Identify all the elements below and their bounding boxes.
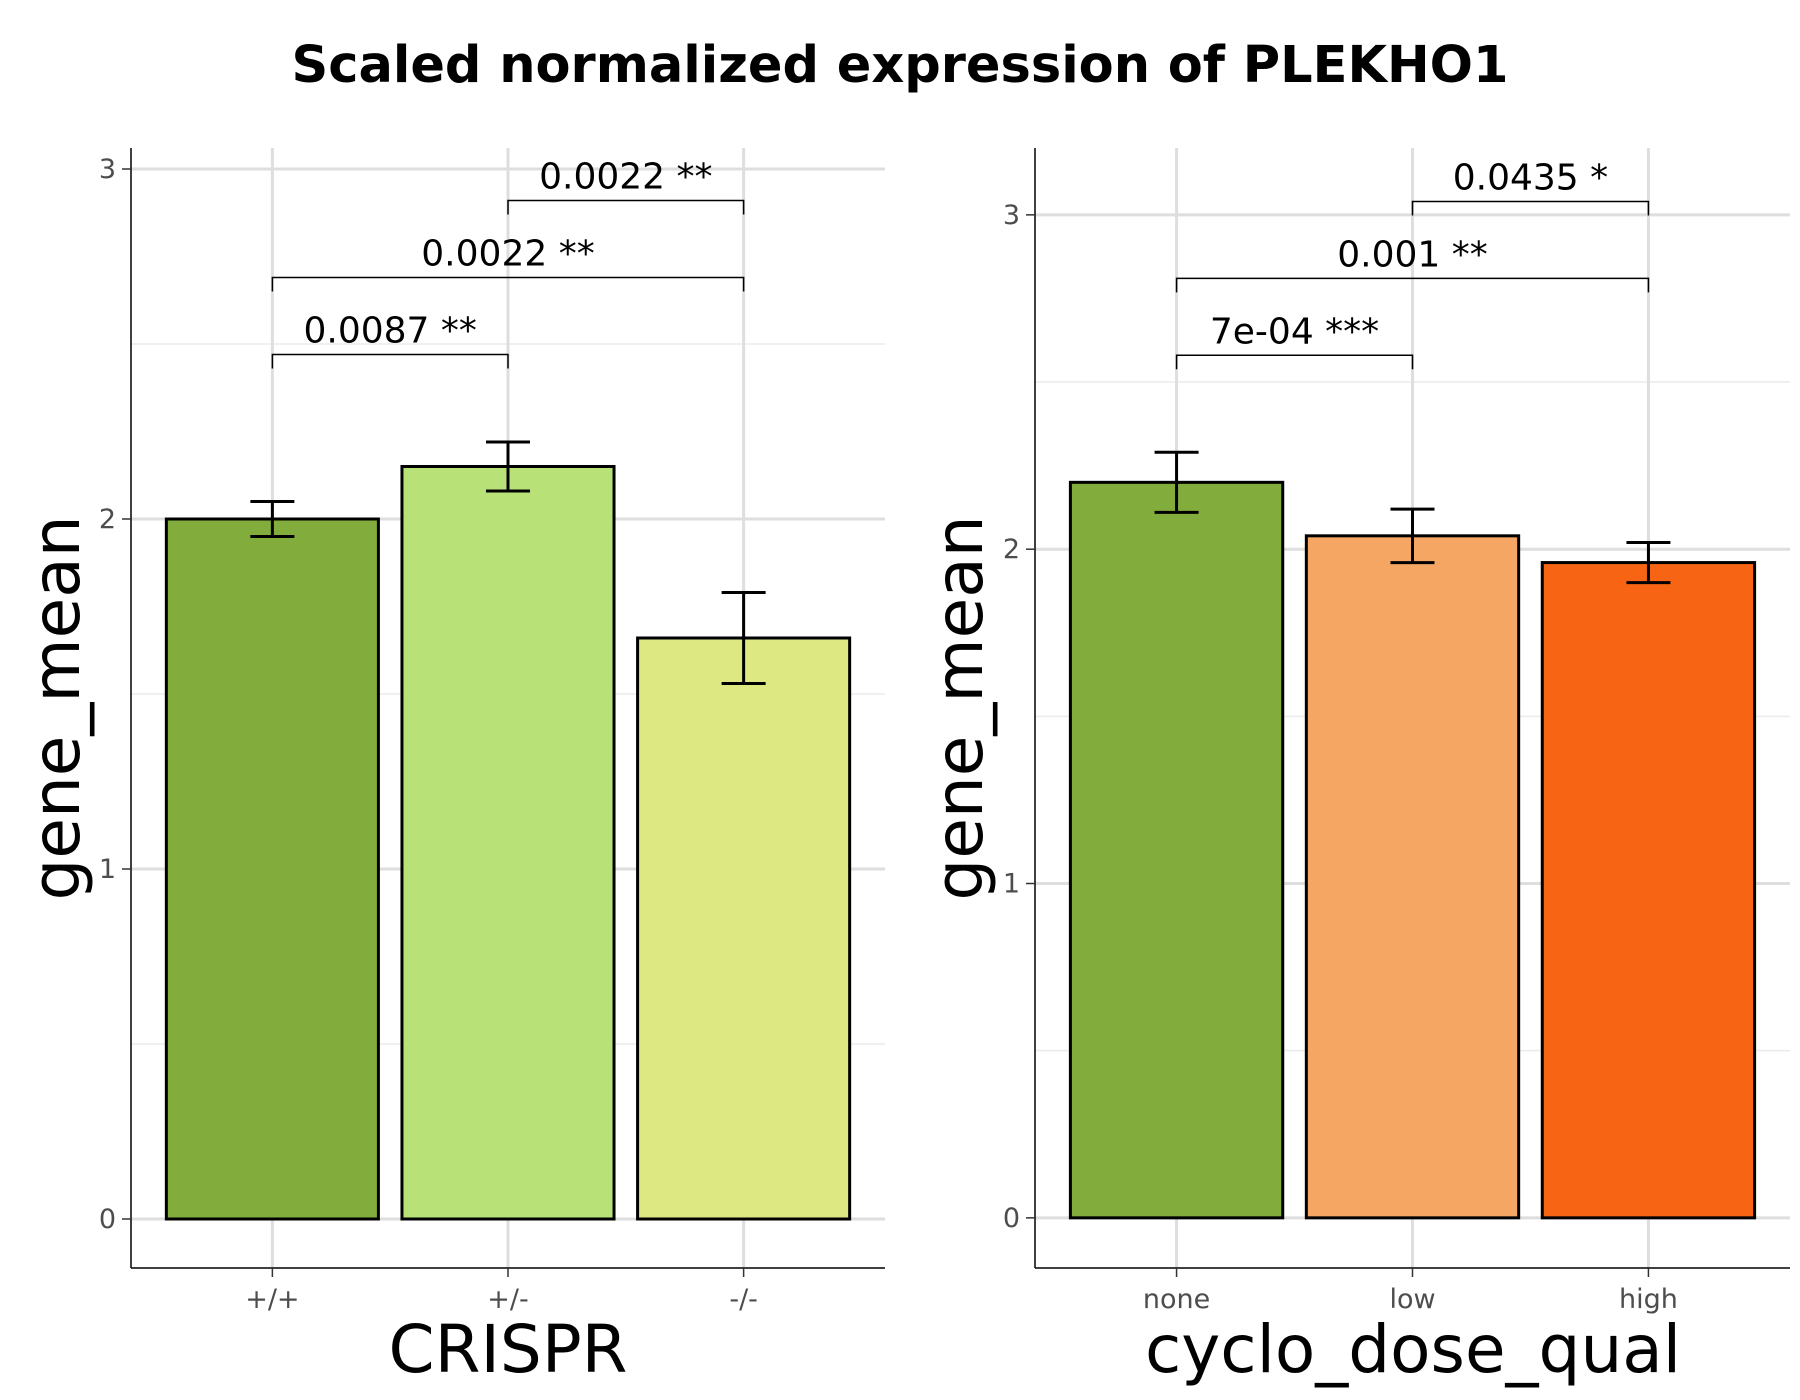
- bracket-line: [271, 276, 745, 292]
- significance-bracket: 0.0022 **: [507, 157, 745, 215]
- error-bar--/-: [721, 591, 766, 685]
- y-tick-label: 1: [1003, 869, 1020, 900]
- p-value-label: 7e-04 ***: [1210, 311, 1379, 352]
- y-tick-label: 3: [99, 154, 116, 185]
- bracket-line: [1411, 200, 1650, 216]
- significance-bracket: 0.0435 *: [1411, 157, 1650, 216]
- p-value-label: 0.0022 **: [421, 234, 594, 275]
- x-tick-label: +/+: [245, 1284, 299, 1315]
- p-value-label: 0.0087 **: [303, 311, 476, 352]
- bar-low: [1304, 534, 1521, 1220]
- bracket-line: [271, 353, 509, 369]
- chart-panel-1: 0 1 2 3 +/+ +/- -/- CRISPR gene_mean 0.0087 ** 0.0…: [18, 148, 885, 1388]
- bar-none: [1068, 480, 1285, 1220]
- bracket-line: [507, 199, 745, 215]
- bracket-line: [1175, 354, 1414, 370]
- y-axis-title: gene_mean: [18, 515, 95, 900]
- x-tick-label: high: [1619, 1284, 1678, 1315]
- x-axis-title: CRISPR: [389, 1311, 628, 1388]
- error-bar-low: [1390, 507, 1435, 565]
- p-value-label: 0.0435 *: [1453, 157, 1608, 198]
- bar--/-: [636, 636, 852, 1221]
- bar-+/-: [400, 465, 616, 1221]
- error-bar-+/-: [486, 440, 530, 493]
- y-tick-label: 2: [1003, 534, 1020, 565]
- bar-high: [1540, 561, 1757, 1220]
- error-bar-none: [1154, 450, 1199, 514]
- x-tick-label: -/-: [729, 1284, 758, 1315]
- significance-bracket: 0.001 **: [1175, 234, 1650, 293]
- significance-bracket: 0.0022 **: [271, 234, 745, 292]
- error-bar-high: [1626, 541, 1671, 585]
- bar-+/+: [164, 517, 380, 1221]
- y-tick-label: 0: [99, 1204, 116, 1235]
- bracket-line: [1175, 277, 1650, 293]
- x-tick-label: low: [1389, 1284, 1435, 1315]
- significance-bracket: 7e-04 ***: [1175, 311, 1414, 370]
- y-tick-label: 0: [1003, 1203, 1020, 1234]
- error-bar-+/+: [250, 500, 295, 538]
- x-tick-label: none: [1143, 1284, 1210, 1315]
- significance-bracket: 0.0087 **: [271, 311, 509, 369]
- y-axis-title: gene_mean: [921, 515, 998, 900]
- figure-title: Scaled normalized expression of PLEKHO1: [291, 36, 1509, 95]
- y-tick-label: 3: [1003, 200, 1020, 231]
- y-tick-label: 1: [99, 854, 116, 885]
- p-value-label: 0.001 **: [1337, 234, 1488, 275]
- p-value-label: 0.0022 **: [539, 157, 712, 198]
- x-axis-title: cyclo_dose_qual: [1145, 1311, 1681, 1388]
- y-tick-label: 2: [99, 504, 116, 535]
- x-tick-label: +/-: [487, 1284, 528, 1315]
